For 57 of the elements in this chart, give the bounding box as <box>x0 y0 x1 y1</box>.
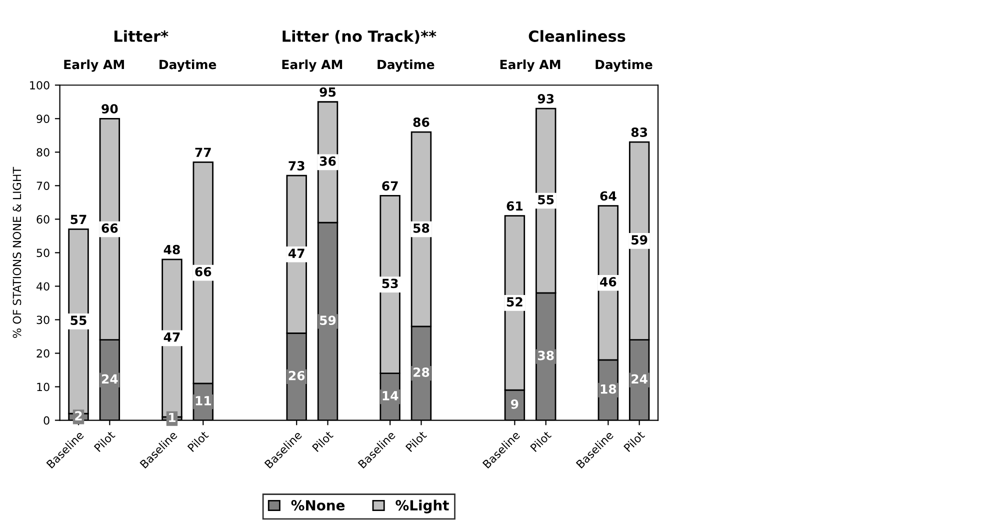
total-label: 77 <box>195 148 211 157</box>
total-label: 61 <box>506 201 523 211</box>
text: Daytime <box>160 60 216 72</box>
total-label: 57 <box>70 214 86 224</box>
y-tick-label: 100 <box>30 81 50 90</box>
y-tick-label: 50 <box>36 248 50 258</box>
text: Early AM <box>64 60 124 72</box>
data-label: 66 <box>102 223 118 233</box>
data-label: 24 <box>632 374 648 384</box>
data-label: 9 <box>511 399 518 409</box>
total-label: 93 <box>538 94 554 104</box>
data-label: 58 <box>414 223 430 233</box>
total-label: 90 <box>102 104 118 114</box>
data-label: 59 <box>320 316 336 326</box>
data-label: 18 <box>600 384 616 394</box>
data-label: 36 <box>320 156 336 166</box>
text: Litter* <box>114 30 168 42</box>
total-label: 86 <box>413 117 430 127</box>
total-label: 67 <box>382 181 398 191</box>
y-tick-label: 40 <box>36 282 50 291</box>
legend-label: %Light <box>396 500 449 514</box>
y-tick-label: 70 <box>36 182 50 190</box>
data-label: 46 <box>600 277 616 286</box>
y-tick-label: 80 <box>36 148 50 157</box>
total-label: 73 <box>288 161 304 171</box>
y-tick-label: 30 <box>36 316 50 324</box>
y-tick-label: 60 <box>36 215 50 224</box>
y-tick-label: 10 <box>37 382 50 392</box>
data-label: 47 <box>164 332 180 342</box>
data-label: 24 <box>102 374 118 384</box>
text: Daytime <box>596 60 652 72</box>
text: Daytime <box>378 60 434 72</box>
text: Early AM <box>282 60 342 72</box>
data-label: 52 <box>506 297 522 307</box>
data-label: 11 <box>196 396 211 406</box>
data-label: 55 <box>538 195 554 204</box>
total-label: 48 <box>164 244 180 254</box>
total-label: 83 <box>631 128 648 137</box>
data-label: 66 <box>195 266 212 276</box>
text: Litter (no Track)** <box>282 30 436 44</box>
y-tick-label: 90 <box>36 114 50 124</box>
y-tick-label: 20 <box>36 349 50 358</box>
data-label: 47 <box>288 248 304 258</box>
text: Early AM <box>500 60 560 72</box>
total-label: 64 <box>600 191 616 201</box>
y-tick-label: 0 <box>44 416 50 425</box>
total-label: 95 <box>320 87 336 97</box>
data-label: 28 <box>414 368 430 377</box>
data-label: 26 <box>288 370 305 380</box>
data-label: 38 <box>538 350 554 360</box>
data-label: 53 <box>382 278 398 288</box>
data-label: 59 <box>632 235 648 245</box>
data-label: 55 <box>70 316 86 326</box>
data-label: 14 <box>382 391 398 400</box>
text: Cleanliness <box>528 30 626 42</box>
legend-label: %None <box>291 500 345 511</box>
y-axis-title: % OF STATIONS NONE & LIGHT <box>12 166 22 338</box>
